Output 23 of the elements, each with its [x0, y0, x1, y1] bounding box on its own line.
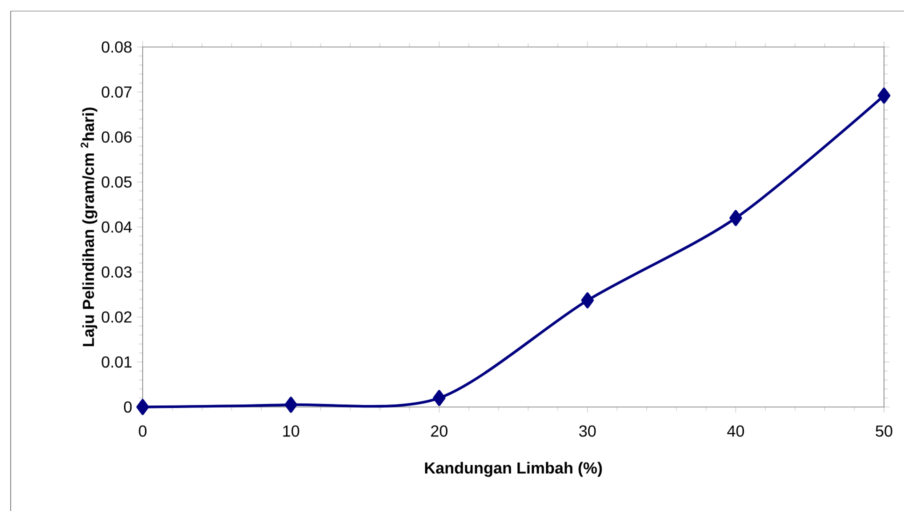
point — [729, 210, 742, 226]
y-tick-label: 0.01 — [102, 356, 132, 368]
point — [432, 390, 446, 406]
x-tick-label: 50 — [876, 425, 892, 437]
x-tick-label: 20 — [431, 425, 448, 437]
point — [136, 398, 149, 416]
x-axis-title: Kandungan Limbah (%) — [425, 462, 602, 477]
y-tick-label: 0.03 — [102, 266, 132, 278]
y-tick-label: 0.08 — [102, 41, 132, 53]
y-tick-label: 0 — [124, 401, 132, 413]
y-tick-label: 0.07 — [102, 86, 132, 98]
x-tick-label: 0 — [138, 425, 146, 437]
y-tick-label: 0.06 — [102, 131, 132, 143]
point — [581, 292, 594, 308]
y-tick-label: 0.02 — [102, 311, 132, 323]
point — [878, 88, 890, 104]
x-tick-label: 30 — [579, 425, 596, 437]
y-tick-label: 0.05 — [102, 176, 132, 188]
y-tick-label: 0.04 — [102, 221, 132, 233]
y-axis-title: Laju Pelindihan (gram/cm $^{2}$hari) — [80, 108, 98, 346]
point — [284, 396, 298, 413]
x-tick-label: 40 — [727, 425, 744, 437]
x-tick-label: 10 — [283, 425, 300, 437]
